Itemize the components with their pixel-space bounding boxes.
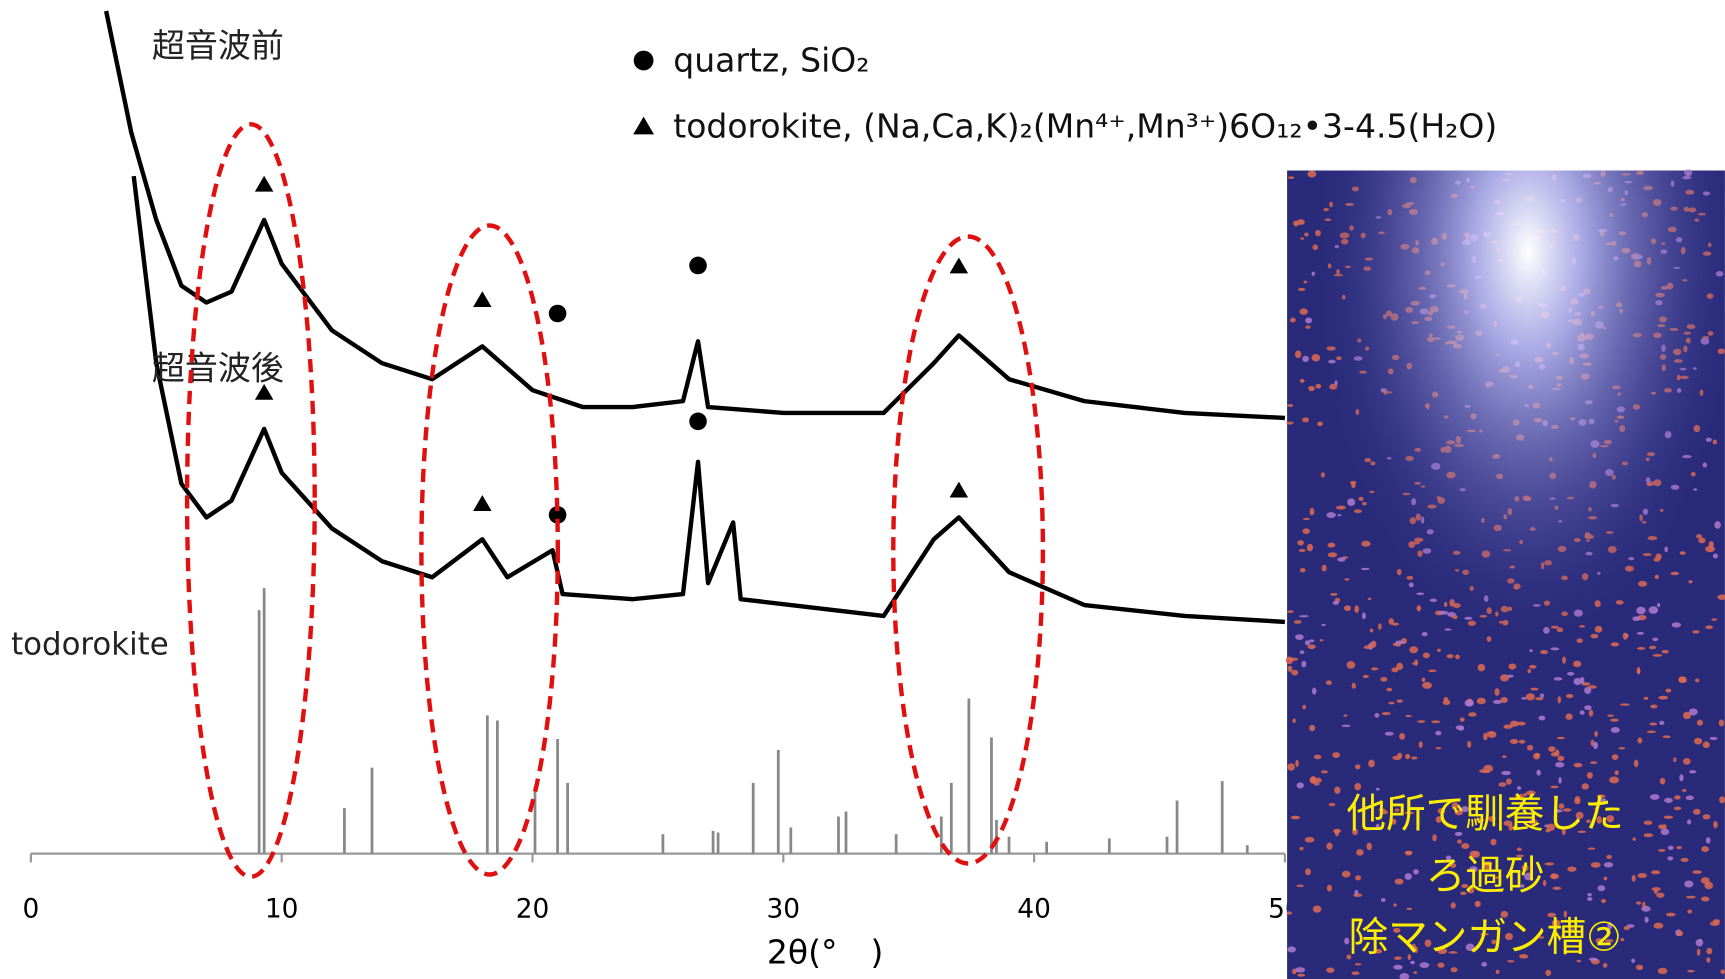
- marker: [473, 495, 492, 511]
- legend-symbol: [633, 116, 654, 135]
- x-tick-label: 0: [23, 893, 40, 924]
- ellipse: [891, 234, 1046, 866]
- ellipse: [419, 223, 561, 877]
- photo: 他所で馴養した ろ過砂 除マンガン槽②: [1285, 169, 1725, 979]
- x-tick-label: 10: [265, 893, 299, 924]
- x-tick-label: 20: [516, 893, 550, 924]
- marker: [689, 412, 707, 431]
- marker: [254, 383, 274, 400]
- legend-symbol: [633, 50, 654, 71]
- marker: [254, 175, 274, 192]
- marker: [548, 506, 567, 524]
- photo-caption: 他所で馴養した: [1347, 791, 1624, 837]
- reference-label: todorokite: [11, 626, 169, 662]
- marker: [689, 256, 707, 275]
- ellipse: [184, 122, 317, 879]
- marker: [949, 481, 969, 498]
- legend-label: quartz, SiO₂: [673, 41, 869, 80]
- photo-caption: ろ過砂: [1426, 853, 1545, 899]
- marker: [949, 257, 969, 274]
- x-axis-label: 2θ(° ): [767, 933, 883, 972]
- photo-caption: 除マンガン槽②: [1349, 914, 1622, 960]
- series-label: 超音波前: [152, 26, 284, 65]
- x-tick-label: 30: [767, 893, 801, 924]
- marker: [548, 304, 567, 323]
- legend-label: todorokite, (Na,Ca,K)₂(Mn⁴⁺,Mn³⁺)6O₁₂•3-…: [673, 106, 1497, 145]
- photo-glare: [1287, 170, 1725, 979]
- annotation-ellipses: [184, 122, 1046, 879]
- series-label: 超音波後: [152, 349, 284, 388]
- data-line: [103, 10, 1286, 421]
- x-tick-label: 40: [1017, 893, 1051, 924]
- data-line: [131, 175, 1286, 625]
- marker: [473, 291, 492, 308]
